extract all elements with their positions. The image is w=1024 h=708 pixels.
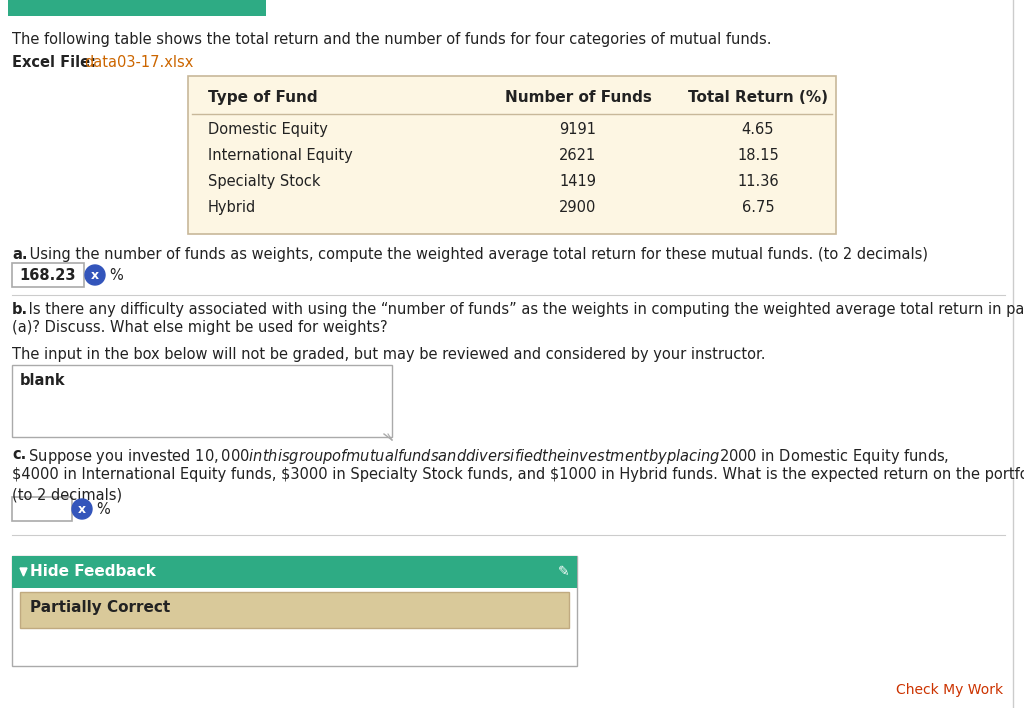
Text: International Equity: International Equity xyxy=(208,148,352,163)
Text: The input in the box below will not be graded, but may be reviewed and considere: The input in the box below will not be g… xyxy=(12,347,766,362)
Text: (a)? Discuss. What else might be used for weights?: (a)? Discuss. What else might be used fo… xyxy=(12,320,388,335)
Text: Specialty Stock: Specialty Stock xyxy=(208,174,321,189)
Text: Partially Correct: Partially Correct xyxy=(30,600,170,615)
Bar xyxy=(12,263,84,287)
Bar xyxy=(12,365,392,437)
Text: 1419: 1419 xyxy=(559,174,597,189)
Text: Type of Fund: Type of Fund xyxy=(208,90,317,105)
Text: 11.36: 11.36 xyxy=(737,174,779,189)
Text: The following table shows the total return and the number of funds for four cate: The following table shows the total retu… xyxy=(12,32,771,47)
Text: %: % xyxy=(96,502,110,517)
Circle shape xyxy=(72,499,92,519)
Text: Hide Feedback: Hide Feedback xyxy=(30,564,156,579)
Text: $4000 in International Equity funds, $3000 in Specialty Stock funds, and $1000 i: $4000 in International Equity funds, $30… xyxy=(12,467,1024,482)
Bar xyxy=(188,76,836,234)
Circle shape xyxy=(85,265,105,285)
Bar xyxy=(20,592,569,628)
Text: %: % xyxy=(109,268,123,283)
Text: 2900: 2900 xyxy=(559,200,597,215)
Text: x: x xyxy=(78,503,86,516)
Text: Is there any difficulty associated with using the “number of funds” as the weigh: Is there any difficulty associated with … xyxy=(24,302,1024,317)
Text: Check My Work: Check My Work xyxy=(896,683,1002,697)
Text: Hybrid: Hybrid xyxy=(208,200,256,215)
Text: c.: c. xyxy=(12,447,27,462)
Text: Excel File:: Excel File: xyxy=(12,55,96,70)
Bar xyxy=(8,0,266,16)
Text: Using the number of funds as weights, compute the weighted average total return : Using the number of funds as weights, co… xyxy=(25,247,928,262)
Text: (to 2 decimals): (to 2 decimals) xyxy=(12,487,122,502)
Text: 18.15: 18.15 xyxy=(737,148,779,163)
Text: 9191: 9191 xyxy=(559,122,597,137)
Text: Number of Funds: Number of Funds xyxy=(505,90,651,105)
Text: data03-17.xlsx: data03-17.xlsx xyxy=(84,55,194,70)
Bar xyxy=(12,556,577,588)
Text: a.: a. xyxy=(12,247,28,262)
Bar xyxy=(12,497,72,521)
Text: b.: b. xyxy=(12,302,28,317)
Bar xyxy=(12,556,577,666)
Text: Domestic Equity: Domestic Equity xyxy=(208,122,328,137)
Text: 4.65: 4.65 xyxy=(741,122,774,137)
Text: 168.23: 168.23 xyxy=(19,268,76,283)
Polygon shape xyxy=(20,568,27,576)
Text: 6.75: 6.75 xyxy=(741,200,774,215)
Text: Total Return (%): Total Return (%) xyxy=(688,90,828,105)
Text: ✎: ✎ xyxy=(557,565,569,579)
Text: Suppose you invested $10,000 in this group of mutual funds and diversified the i: Suppose you invested $10,000 in this gro… xyxy=(24,447,949,466)
Text: x: x xyxy=(91,269,99,282)
Text: 2621: 2621 xyxy=(559,148,597,163)
Text: blank: blank xyxy=(20,373,66,388)
